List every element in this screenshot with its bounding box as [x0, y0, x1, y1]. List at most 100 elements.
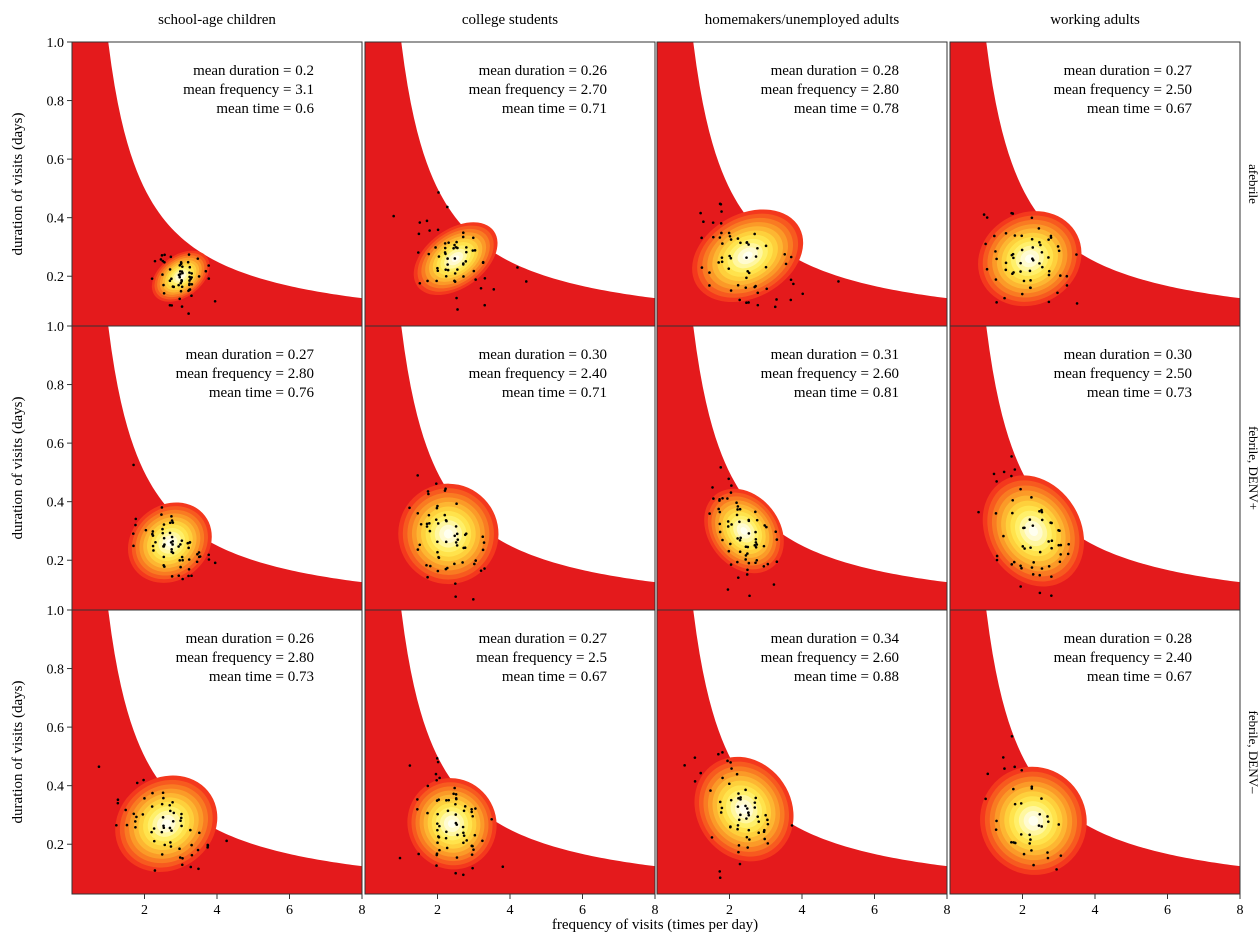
data-point [455, 856, 459, 859]
data-point [763, 524, 766, 527]
data-point [995, 480, 998, 483]
data-point [1028, 833, 1031, 837]
data-point [992, 472, 996, 476]
data-point [181, 577, 184, 581]
data-point [754, 545, 758, 549]
data-point [1019, 833, 1023, 836]
y-tick-label: 1.0 [47, 320, 65, 335]
data-point [490, 817, 493, 821]
data-point [168, 826, 172, 830]
data-point [428, 529, 432, 533]
panel-annotation: mean frequency = 2.40 [469, 366, 607, 382]
data-point [1058, 274, 1062, 277]
panel-annotation: mean frequency = 3.1 [183, 82, 314, 98]
data-point [443, 489, 447, 492]
data-point [177, 574, 181, 577]
data-point [729, 798, 733, 802]
data-point [739, 813, 742, 817]
panel-annotation: mean time = 0.6 [216, 101, 314, 117]
data-point [693, 780, 697, 783]
data-point [179, 289, 183, 293]
data-point [1014, 841, 1017, 845]
data-point [726, 497, 729, 500]
data-point [213, 299, 217, 303]
data-point [985, 216, 989, 219]
panel-annotation: mean duration = 0.30 [479, 347, 607, 363]
y-tick-label: 0.6 [47, 437, 65, 452]
data-point [1057, 823, 1061, 826]
data-point [728, 234, 732, 238]
data-point [435, 279, 438, 283]
data-point [435, 482, 438, 485]
y-tick-label: 0.6 [47, 721, 65, 736]
data-point [1040, 797, 1043, 800]
data-point [470, 853, 474, 856]
panel-annotation: mean frequency = 2.70 [469, 82, 607, 98]
data-point [718, 530, 722, 534]
data-point [516, 266, 519, 269]
data-point [837, 280, 840, 283]
data-point [728, 782, 731, 786]
data-point [162, 291, 166, 295]
data-point [712, 497, 715, 500]
data-point [1030, 237, 1034, 241]
x-tick-label: 8 [944, 903, 951, 918]
data-point [455, 544, 459, 547]
data-point [169, 841, 172, 844]
data-point [444, 540, 448, 544]
data-point [168, 803, 172, 807]
data-point [144, 528, 148, 532]
data-point [134, 825, 137, 829]
data-point [1059, 553, 1062, 556]
data-point [160, 506, 164, 509]
data-point [1067, 542, 1070, 546]
data-point [481, 535, 485, 538]
data-point [717, 752, 720, 756]
data-point [447, 798, 451, 802]
data-point [754, 255, 758, 258]
data-point [162, 824, 165, 828]
data-point [763, 837, 766, 841]
data-point [1031, 573, 1035, 576]
data-point [418, 543, 422, 547]
data-point [444, 836, 448, 840]
data-point [1040, 567, 1044, 570]
data-point [453, 272, 457, 275]
data-point [453, 243, 456, 247]
data-point [438, 824, 441, 828]
data-point [179, 543, 182, 546]
data-point [720, 231, 723, 235]
data-point [754, 561, 757, 565]
panel-annotation: mean time = 0.78 [794, 101, 899, 117]
data-point [748, 838, 751, 841]
data-point [717, 261, 720, 264]
data-point [473, 833, 477, 837]
data-point [169, 255, 173, 259]
data-point [729, 761, 732, 764]
data-point [151, 791, 154, 795]
data-point [746, 269, 749, 273]
data-point [131, 532, 135, 535]
data-point [1040, 510, 1044, 514]
data-point [1038, 812, 1042, 816]
panel-annotation: mean frequency = 2.50 [1054, 366, 1192, 382]
data-point [170, 575, 174, 578]
data-point [1020, 566, 1023, 570]
data-point [501, 865, 505, 868]
data-point [700, 266, 704, 269]
data-point [452, 792, 455, 796]
data-point [463, 546, 467, 549]
data-point [197, 551, 201, 554]
data-point [170, 535, 174, 539]
data-point [445, 830, 448, 834]
data-point [435, 778, 438, 782]
data-point [483, 276, 487, 280]
data-point [721, 776, 724, 780]
density-contour [1028, 815, 1039, 826]
data-point [775, 560, 779, 563]
data-point [995, 558, 999, 562]
data-point [427, 492, 430, 496]
data-point [150, 805, 154, 808]
data-point [428, 522, 431, 525]
data-point [736, 560, 739, 564]
